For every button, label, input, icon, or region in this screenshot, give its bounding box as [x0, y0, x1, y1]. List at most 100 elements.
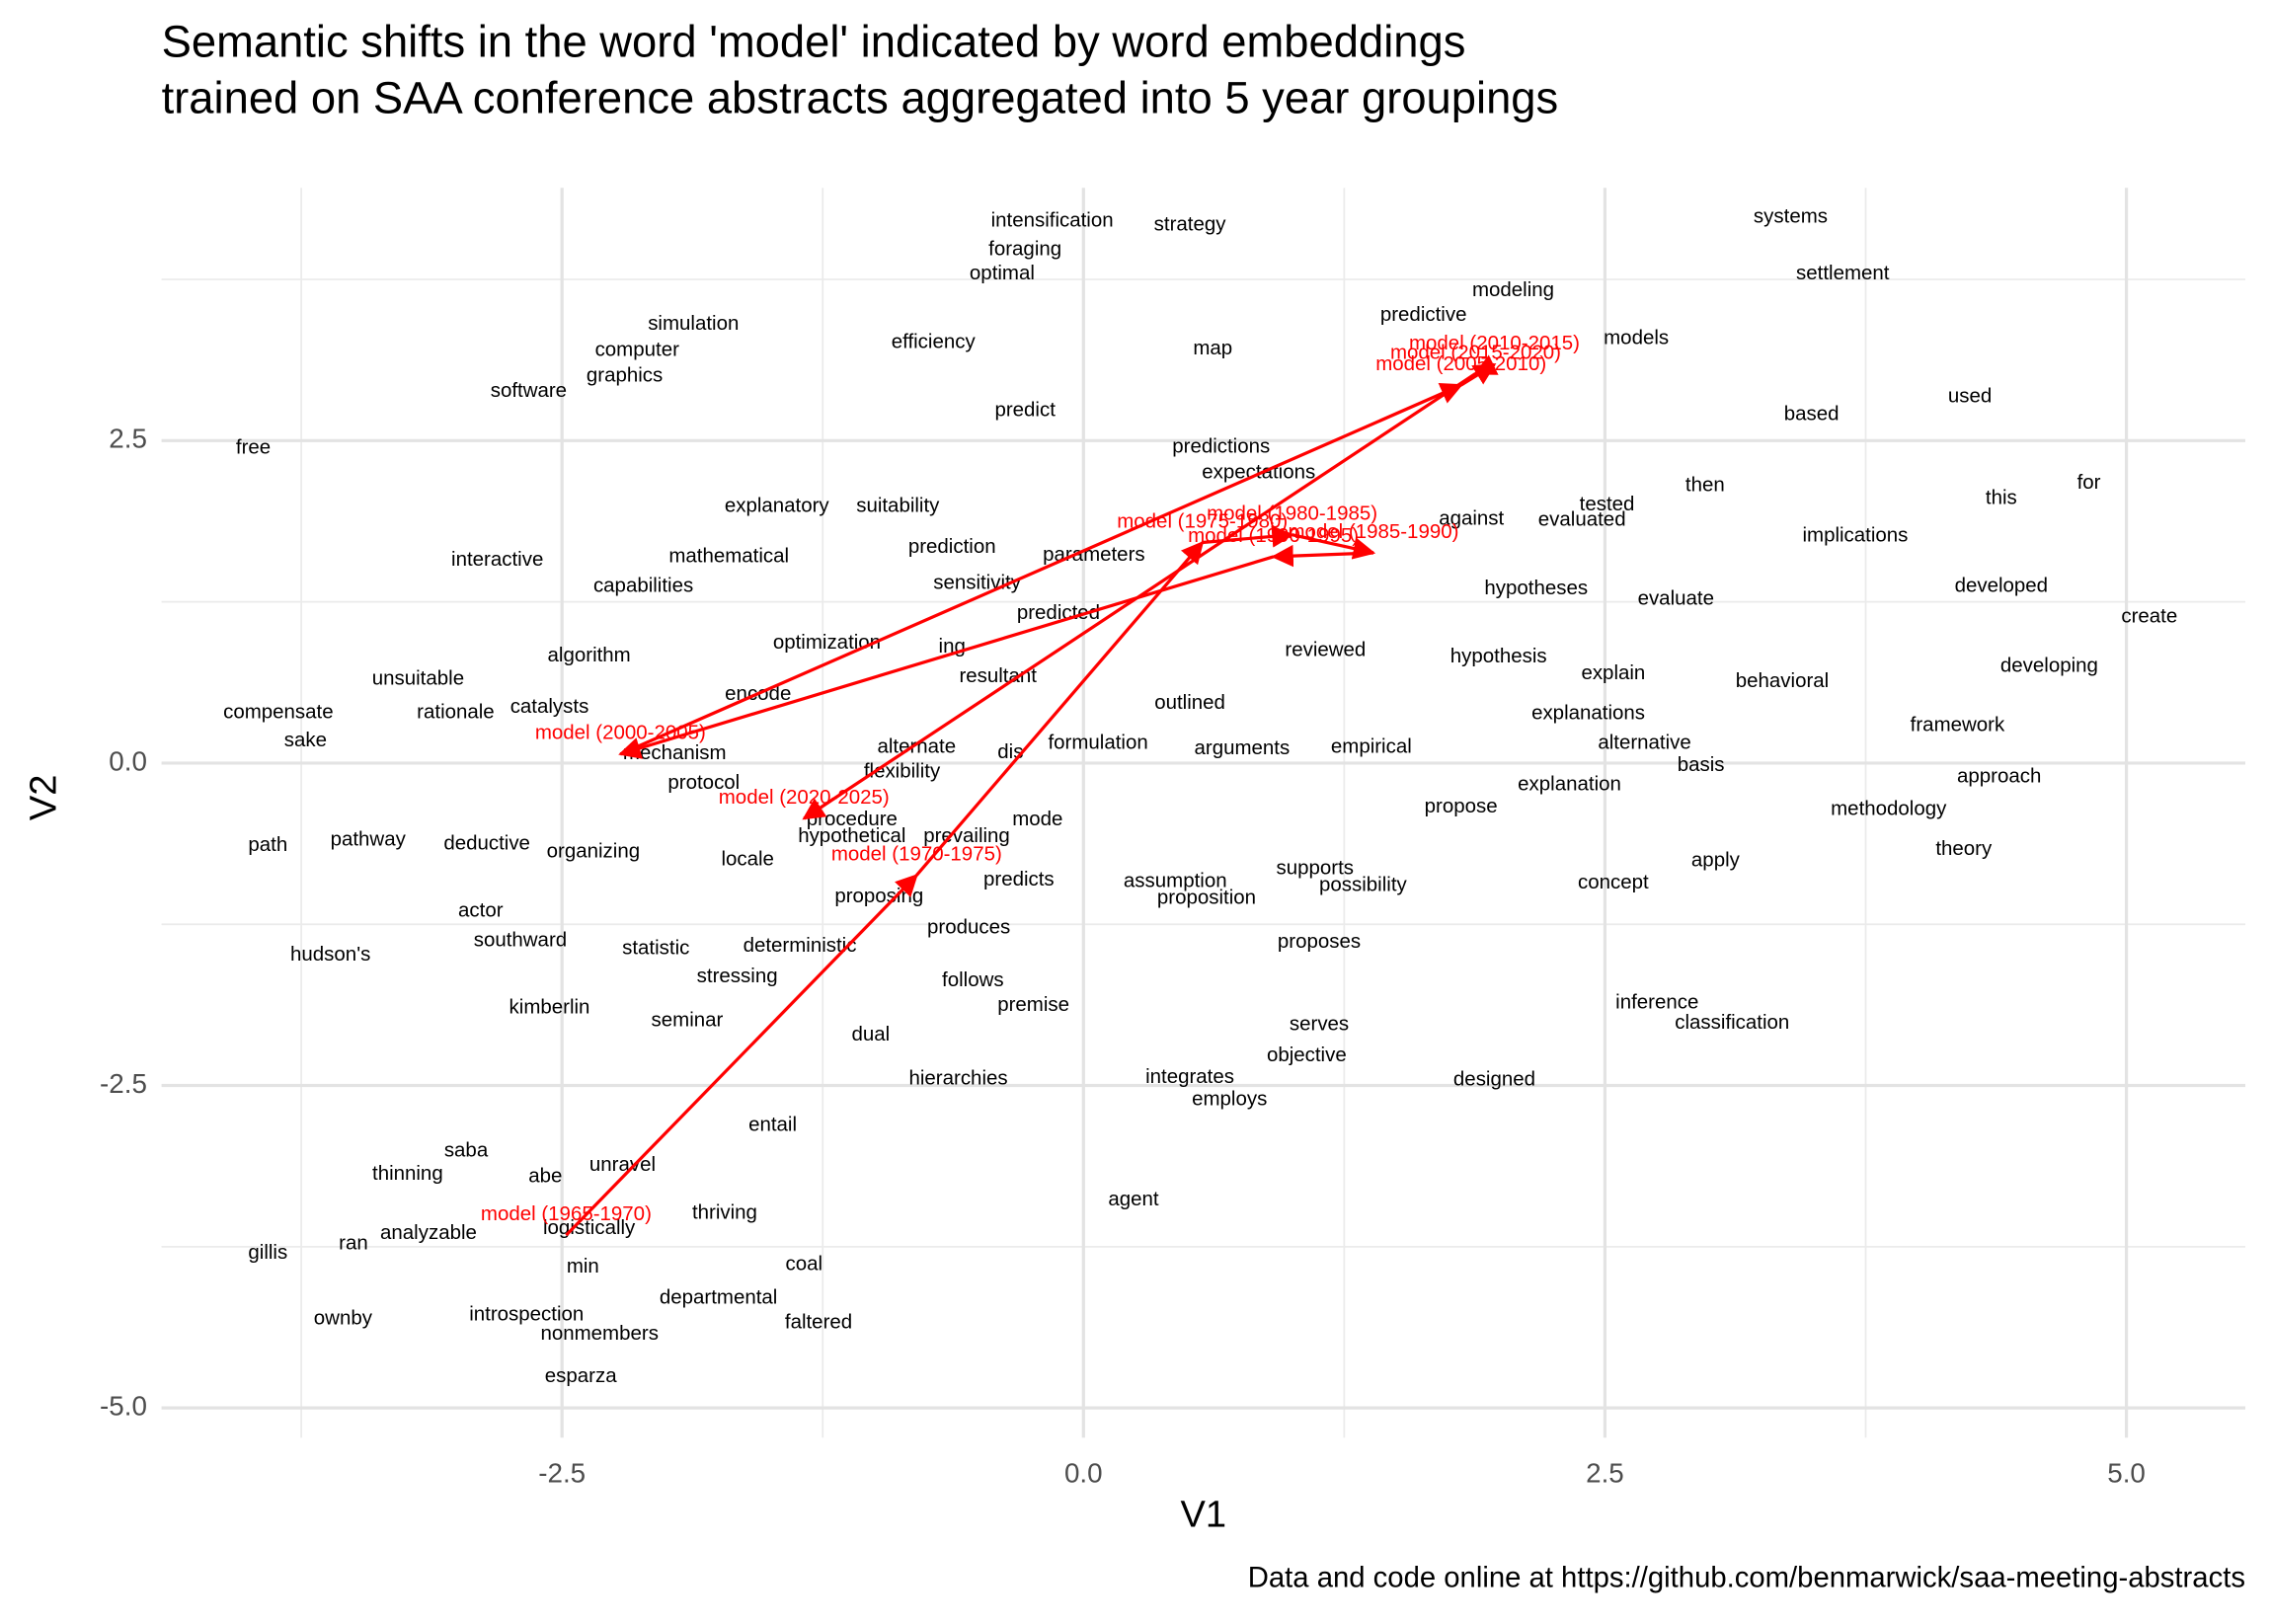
x-axis-title: V1	[1181, 1495, 1227, 1536]
word-label: systems	[1754, 205, 1828, 228]
word-label: proposing	[834, 885, 923, 907]
word-label: serves	[1290, 1013, 1349, 1036]
word-label: parameters	[1043, 543, 1145, 566]
plot-marks: intensification strategy systems foragingop…	[223, 205, 2177, 1387]
word-label: outlined	[1154, 691, 1225, 714]
word-label: resultant	[959, 664, 1037, 687]
word-label: hypotheses	[1484, 577, 1588, 599]
word-label: behavioral	[1736, 669, 1829, 692]
trajectory-arrow	[565, 873, 918, 1237]
word-label: developing	[2000, 654, 2098, 676]
word-label: explanatory	[725, 494, 830, 516]
chart-title: Semantic shifts in the word 'model' indi…	[162, 16, 1466, 66]
word-label: tested	[1580, 493, 1635, 515]
word-label: create	[2121, 605, 2177, 628]
trajectory-arrow	[1292, 533, 1376, 560]
word-label: stressing	[697, 965, 778, 987]
word-label: explanation	[1518, 773, 1621, 796]
word-label: mathematical	[668, 544, 789, 567]
model-label: model (2000-2005)	[535, 722, 706, 744]
word-label: objective	[1267, 1044, 1347, 1066]
word-label: ownby	[314, 1306, 373, 1329]
word-label: analyzable	[380, 1221, 477, 1244]
word-label: empirical	[1331, 735, 1412, 758]
word-label: developed	[1955, 574, 2048, 596]
word-label: pathway	[331, 828, 407, 851]
x-tick-label: 0.0	[1064, 1458, 1103, 1489]
word-label: computer	[595, 338, 680, 360]
word-label: predictive	[1380, 303, 1467, 326]
word-label: optimal	[970, 262, 1035, 284]
word-label: path	[248, 833, 287, 856]
word-label: saba	[444, 1139, 489, 1162]
word-label: hypothesis	[1450, 645, 1547, 667]
word-label: foraging	[988, 237, 1061, 260]
model-label: model (2005-2010)	[1375, 352, 1546, 375]
word-label: hudson's	[290, 943, 370, 966]
grid: -2.5 0.0 2.5 5.0 -5.0 -2.5 0.0 2.5	[100, 188, 2245, 1489]
word-label: possibility	[1319, 873, 1407, 895]
word-label: theory	[1935, 837, 1993, 860]
word-label: integrates	[1145, 1065, 1234, 1088]
word-label: organizing	[547, 839, 640, 862]
word-label: against	[1439, 506, 1504, 529]
word-label: hypothetical	[798, 824, 905, 847]
word-label: proposition	[1157, 887, 1256, 909]
word-label: capabilities	[593, 574, 693, 596]
trajectory-arrow	[619, 382, 1463, 756]
word-label: reviewed	[1285, 639, 1366, 661]
y-tick-label: 2.5	[109, 424, 147, 454]
word-label: assumption	[1124, 870, 1227, 892]
word-label: apply	[1691, 849, 1741, 872]
word-label: predictions	[1172, 434, 1270, 457]
word-label: approach	[1957, 765, 2041, 788]
word-label: for	[2077, 471, 2101, 494]
word-label: compensate	[223, 700, 334, 723]
word-label: modeling	[1472, 278, 1554, 301]
model-label: model (1975-1980)	[1117, 509, 1288, 532]
word-label: produces	[927, 916, 1010, 939]
word-label: inference	[1615, 990, 1698, 1013]
word-label: catalysts	[510, 695, 589, 718]
model-label: model (1970-1975)	[831, 843, 1002, 866]
trajectory-arrow	[915, 540, 1205, 877]
word-label: interactive	[451, 548, 543, 571]
word-label: agent	[1108, 1188, 1159, 1210]
word-label: strategy	[1154, 213, 1227, 236]
word-label: prediction	[908, 535, 996, 558]
word-label: nonmembers	[540, 1322, 658, 1345]
word-label: deductive	[443, 832, 530, 855]
word-label: alternate	[877, 735, 956, 758]
word-label: suitability	[856, 494, 940, 516]
word-label: employs	[1192, 1087, 1267, 1110]
word-label: software	[491, 379, 567, 402]
y-axis-title: V2	[24, 775, 65, 821]
word-label: thriving	[692, 1200, 757, 1223]
word-label: introspection	[469, 1302, 584, 1325]
word-label: predicts	[983, 868, 1055, 890]
trajectory-arrow	[1202, 525, 1294, 548]
word-label: min	[567, 1255, 599, 1277]
word-label: concept	[1578, 871, 1649, 893]
word-label: follows	[942, 968, 1004, 991]
model-label: model (1990-1995)	[1188, 524, 1359, 547]
word-label: free	[236, 436, 271, 459]
trajectory-arrow	[1271, 544, 1374, 568]
model-label: model (1965-1970)	[481, 1202, 652, 1225]
word-label: unravel	[589, 1153, 656, 1176]
word-label: protocol	[667, 771, 740, 794]
word-label: based	[1784, 403, 1840, 425]
word-label: evaluate	[1638, 586, 1714, 609]
word-label: abe	[528, 1165, 562, 1188]
word-label: premise	[997, 993, 1069, 1016]
word-label: hierarchies	[909, 1066, 1008, 1089]
y-tick-label: 0.0	[109, 745, 147, 776]
word-label: southward	[474, 929, 567, 952]
word-label: intensification	[991, 209, 1114, 232]
x-tick-label: -2.5	[538, 1458, 586, 1489]
word-label: gillis	[248, 1241, 287, 1264]
model-label: model (1985-1990)	[1288, 520, 1458, 543]
model-label: model (2010-2015)	[1409, 332, 1580, 354]
word-label: map	[1193, 337, 1232, 359]
